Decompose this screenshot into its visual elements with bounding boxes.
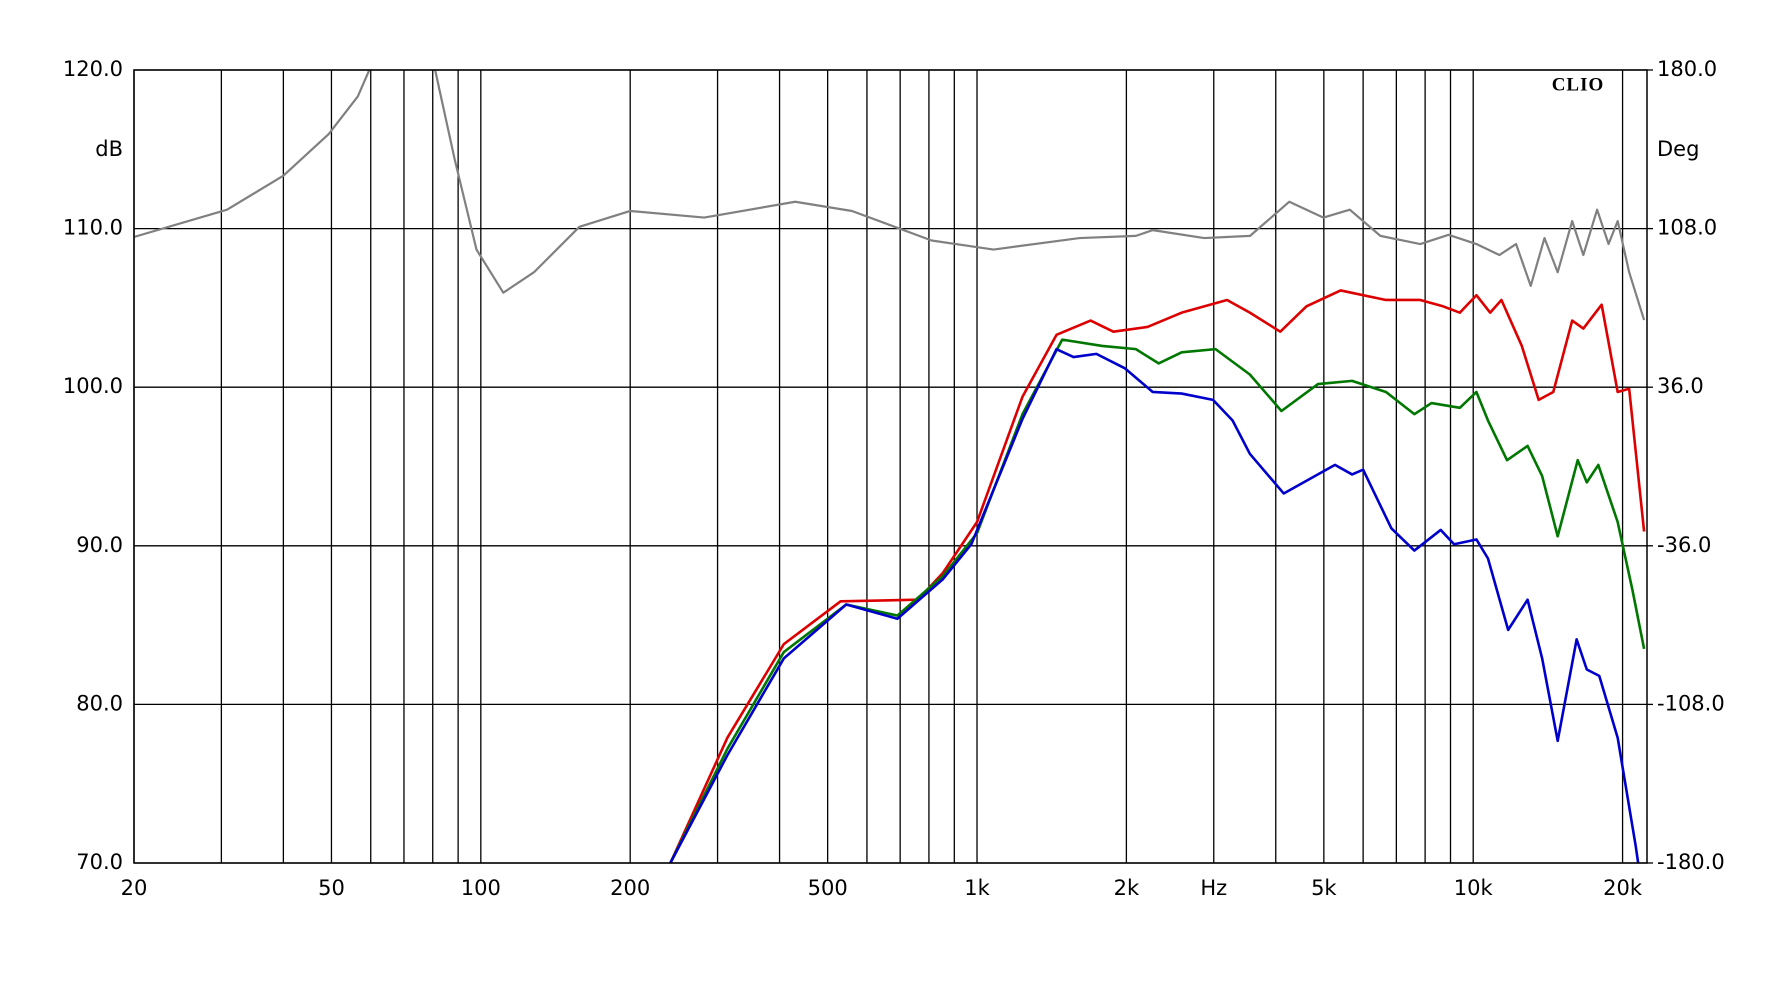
plot-frame (133, 69, 1648, 864)
series-line (134, 70, 1646, 321)
x-tick-label: 5k (1311, 876, 1337, 900)
y2-tick-label: 108.0 (1657, 216, 1717, 240)
brand-label: CLIO (1552, 74, 1605, 95)
y-tick-label: 110.0 (63, 216, 123, 240)
series-line (669, 338, 1646, 863)
x-tick-label: Hz (1200, 876, 1227, 900)
x-tick-label: 200 (610, 876, 650, 900)
x-tick-label: 20k (1603, 876, 1643, 900)
x-tick-label: 10k (1454, 876, 1494, 900)
y-tick-label: 120.0 (63, 57, 123, 81)
y2-tick-label: 180.0 (1657, 57, 1717, 81)
y-tick-label: 70.0 (76, 850, 123, 874)
x-tick-label: 1k (964, 876, 990, 900)
y2-tick-label: -180.0 (1657, 850, 1725, 874)
x-tick-label: 20 (121, 876, 148, 900)
y-tick-label: 80.0 (76, 691, 123, 715)
y2-axis-unit: Deg (1657, 137, 1699, 161)
y-tick-label: 100.0 (63, 374, 123, 398)
y-axis-unit: dB (95, 137, 123, 161)
y2-tick-label: -36.0 (1657, 533, 1711, 557)
series-line (669, 347, 1640, 863)
y2-tick-label: 36.0 (1657, 374, 1704, 398)
y-tick-label: 90.0 (76, 533, 123, 557)
x-tick-label: 100 (461, 876, 501, 900)
x-tick-label: 50 (318, 876, 345, 900)
x-tick-label: 500 (808, 876, 848, 900)
series-line (669, 289, 1646, 863)
y2-tick-label: -108.0 (1657, 691, 1725, 715)
x-tick-label: 2k (1114, 876, 1140, 900)
